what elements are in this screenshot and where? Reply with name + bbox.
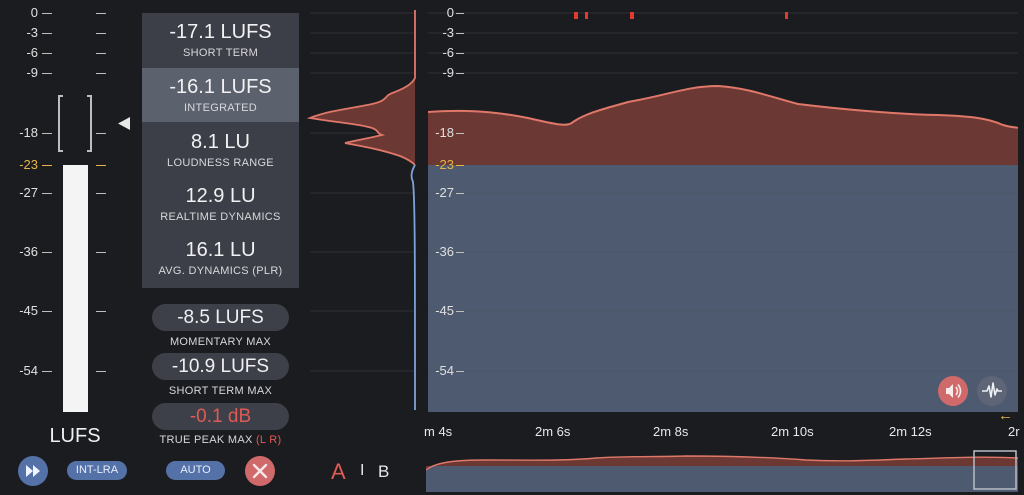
true-peak-label-text: TRUE PEAK MAX	[159, 434, 253, 446]
short-term-max-value[interactable]: -10.9 LUFS	[152, 353, 289, 380]
overview-viewport-selector	[973, 450, 1017, 490]
scale-label: -45	[19, 303, 38, 318]
time-label: 2m 12s	[889, 424, 932, 439]
short-term-max-label: SHORT TERM MAX	[168, 385, 273, 397]
metric-value: 8.1 LU	[191, 131, 250, 153]
time-label: 2r	[1008, 424, 1020, 439]
metric-value: 12.9 LU	[185, 185, 256, 207]
speaker-icon	[946, 384, 962, 398]
scale-label: -36	[19, 244, 38, 259]
metric-label: SHORT TERM	[182, 47, 259, 59]
scale-label: -54	[19, 363, 38, 378]
metric-label: REALTIME DYNAMICS	[160, 211, 281, 223]
time-label: 2m 8s	[653, 424, 689, 439]
metric-avg-dynamics[interactable]: 16.1 LU AVG. DYNAMICS (PLR)	[142, 231, 299, 285]
reset-button[interactable]	[245, 456, 275, 486]
graph-scale-label: -6	[442, 45, 454, 60]
metric-label: LOUDNESS RANGE	[167, 157, 274, 169]
momentary-max-label: MOMENTARY MAX	[169, 336, 272, 348]
true-peak-max-label: TRUE PEAK MAX (L R)	[142, 434, 299, 446]
metric-value: 16.1 LU	[185, 239, 256, 261]
loudness-history-graph[interactable]	[428, 0, 1018, 415]
close-icon	[252, 463, 268, 479]
fast-forward-button[interactable]	[18, 456, 48, 486]
metric-label: AVG. DYNAMICS (PLR)	[158, 265, 283, 277]
scale-label: 0	[30, 5, 38, 20]
true-peak-channels: (L R)	[255, 434, 282, 446]
scale-label: -3	[26, 25, 38, 40]
metrics-panel: -17.1 LUFS SHORT TERM -16.1 LUFS INTEGRA…	[142, 13, 299, 288]
time-label: 2m 6s	[535, 424, 571, 439]
time-label: 2m 10s	[771, 424, 814, 439]
ab-a-toggle[interactable]: A	[331, 459, 346, 484]
metric-short-term[interactable]: -17.1 LUFS SHORT TERM	[142, 13, 299, 67]
scale-label: -27	[19, 185, 38, 200]
graph-scale-label: -27	[435, 185, 454, 200]
metric-loudness-range[interactable]: 8.1 LU LOUDNESS RANGE	[142, 123, 299, 177]
back-arrow-icon[interactable]: ←	[998, 407, 1013, 424]
metric-realtime-dynamics[interactable]: 12.9 LU REALTIME DYNAMICS	[142, 177, 299, 231]
metric-label: INTEGRATED	[183, 102, 258, 114]
graph-scale-label: -45	[435, 303, 454, 318]
scale-label: -9	[26, 65, 38, 80]
int-lra-button[interactable]: INT-LRA	[67, 461, 127, 480]
ab-b-toggle[interactable]: B	[378, 462, 390, 481]
graph-scale-label: -54	[435, 363, 454, 378]
graph-scale-label-reference: -23	[435, 157, 454, 172]
graph-scale-label: 0	[446, 5, 454, 20]
speaker-button[interactable]	[938, 376, 968, 406]
graph-scale-label: -3	[442, 25, 454, 40]
fast-forward-icon	[26, 465, 40, 477]
metric-value: -17.1 LUFS	[169, 21, 272, 43]
loudness-meter-bar	[63, 165, 88, 412]
metric-integrated[interactable]: -16.1 LUFS INTEGRATED	[142, 68, 299, 122]
momentary-max-value[interactable]: -8.5 LUFS	[152, 304, 289, 331]
time-label: m 4s	[424, 424, 453, 439]
true-peak-max-value[interactable]: -0.1 dB	[152, 403, 289, 430]
lra-bracket	[58, 95, 92, 152]
target-marker-icon[interactable]	[116, 116, 132, 132]
loudness-histogram	[306, 10, 416, 411]
ab-separator: I	[360, 462, 365, 479]
waveform-button[interactable]	[977, 376, 1007, 406]
scale-label: -18	[19, 125, 38, 140]
graph-scale-label: -18	[435, 125, 454, 140]
auto-button[interactable]: AUTO	[166, 461, 225, 480]
graph-scale-label: -9	[442, 65, 454, 80]
scale-label: -6	[26, 45, 38, 60]
overview-timeline[interactable]	[426, 448, 1018, 492]
scale-label-reference: -23	[19, 157, 38, 172]
unit-label: LUFS	[49, 425, 101, 447]
graph-scale-label: -36	[435, 244, 454, 259]
waveform-icon	[982, 382, 1002, 398]
metric-value: -16.1 LUFS	[169, 76, 272, 98]
